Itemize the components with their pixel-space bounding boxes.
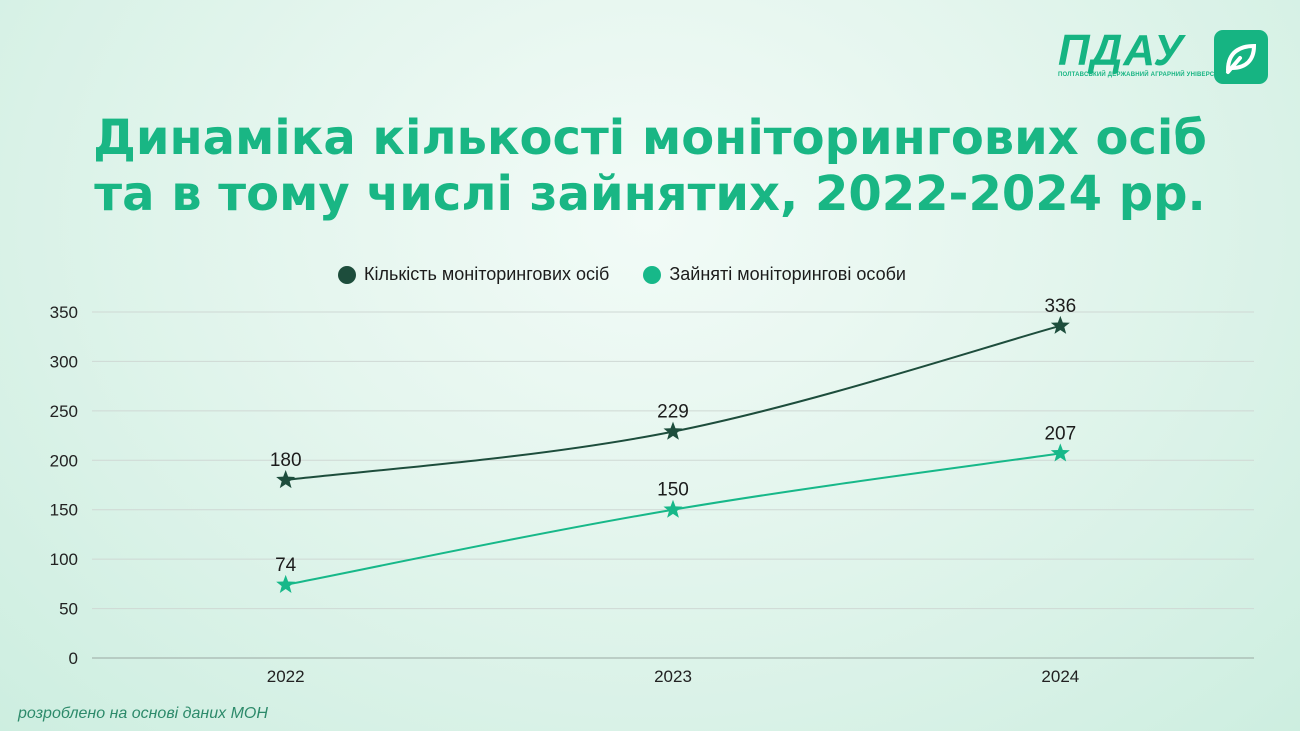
data-label: 180 [270,450,302,471]
y-tick-label: 200 [50,451,78,470]
y-tick-label: 300 [50,352,78,371]
y-tick-label: 0 [69,649,78,668]
y-tick-label: 350 [50,303,78,322]
star-marker-icon [663,499,683,518]
legend-label-employed: Зайняті моніторингові особи [669,264,906,284]
y-tick-label: 250 [50,402,78,421]
star-marker-icon [1050,315,1070,334]
leaf-icon [1214,30,1268,84]
chart-legend: Кількість моніторингових осіб Зайняті мо… [338,264,906,285]
legend-item-employed: Зайняті моніторингові особи [643,264,906,285]
series-line-2 [285,452,1061,586]
data-label: 74 [275,555,297,576]
legend-dot-icon [338,265,356,284]
star-marker-icon [1050,443,1070,462]
star-marker-icon [276,574,296,593]
y-tick-label: 50 [59,600,78,619]
title-line-1: Динаміка кількості моніторингових осіб [93,110,1207,166]
page-title: Динаміка кількості моніторингових осіб т… [0,110,1300,222]
logo: ПДАУ ПОЛТАВСЬКИЙ ДЕРЖАВНИЙ АГРАРНИЙ УНІВ… [1058,26,1270,86]
x-tick-label: 2022 [267,667,305,686]
x-tick-label: 2023 [654,667,692,686]
logo-text: ПДАУ [1058,26,1185,75]
source-footnote: розроблено на основі даних МОН [18,705,268,722]
star-marker-icon [663,421,683,440]
legend-item-total: Кількість моніторингових осіб [338,264,609,285]
y-tick-label: 100 [50,550,78,569]
title-line-2: та в тому числі зайнятих, 2022-2024 рр. [94,166,1206,222]
logo-subtitle: ПОЛТАВСЬКИЙ ДЕРЖАВНИЙ АГРАРНИЙ УНІВЕРСИТ… [1058,72,1231,78]
x-tick-label: 2024 [1041,667,1079,686]
legend-label-total: Кількість моніторингових осіб [364,264,610,284]
data-label: 229 [657,402,689,423]
data-label: 150 [657,480,689,501]
star-marker-icon [276,470,296,489]
legend-dot-icon [643,265,662,284]
data-label: 336 [1044,296,1076,317]
y-tick-label: 150 [50,501,78,520]
data-label: 207 [1044,423,1076,444]
